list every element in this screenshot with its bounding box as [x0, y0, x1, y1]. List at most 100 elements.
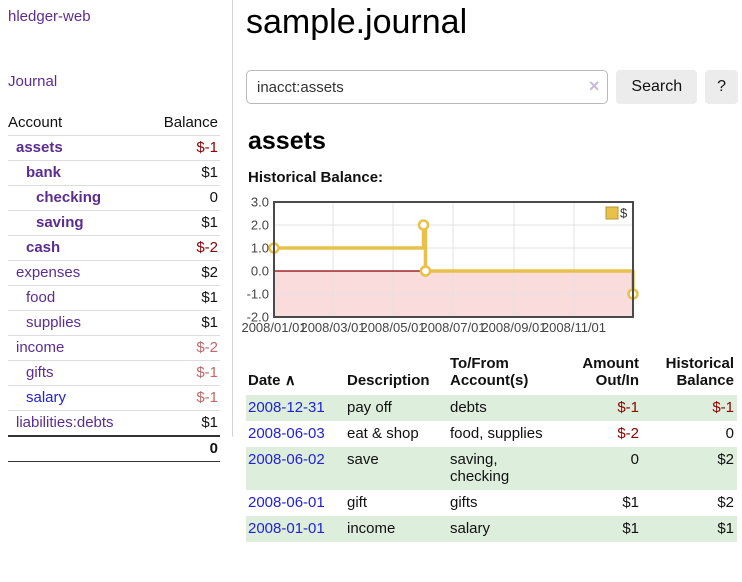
chart-y-tick-label: -2.0: [247, 310, 269, 325]
register-date-link[interactable]: 2008-01-01: [248, 520, 325, 537]
register-accounts: salary: [448, 516, 568, 542]
register-accounts: saving, checking: [448, 447, 568, 490]
register-header-date[interactable]: Date ∧: [248, 372, 296, 389]
chart-legend-label: $: [620, 206, 628, 221]
chart-y-tick-label: -1.0: [247, 287, 269, 302]
sidebar-account-link[interactable]: bank: [26, 164, 62, 181]
register-amount: 0: [568, 447, 642, 490]
register-date-link[interactable]: 2008-12-31: [248, 399, 325, 416]
chart-y-tick-label: 0.0: [251, 264, 269, 279]
chart-x-tick-label: 2008/11/01: [542, 320, 606, 335]
register-date-link[interactable]: 2008-06-01: [248, 494, 325, 511]
accounts-header-balance: Balance: [163, 114, 218, 131]
sidebar-account-balance: $1: [146, 160, 220, 186]
register-accounts: gifts: [450, 494, 478, 511]
search-help-button[interactable]: ?: [705, 70, 738, 104]
register-balance: $-1: [642, 395, 737, 421]
register-amount: $1: [622, 494, 639, 511]
sort-ascending-icon: ∧: [284, 372, 296, 389]
account-row: liabilities:debts $1: [8, 410, 220, 436]
sidebar-account-link[interactable]: food: [26, 289, 56, 306]
chart-y-tick-label: 3.0: [251, 195, 269, 210]
sidebar-account-link[interactable]: salary: [26, 389, 67, 406]
register-accounts: food, supplies: [450, 425, 543, 442]
sidebar-account-balance: $-1: [146, 385, 220, 411]
register-row: 2008-12-31 pay off debts $-1 $-1: [246, 395, 737, 421]
register-row: 2008-01-01 income salary $1 $1: [246, 516, 737, 542]
sidebar-account-link[interactable]: expenses: [16, 264, 81, 281]
register-table: Date ∧ Description To/From Account(s) Am…: [246, 353, 737, 542]
sidebar-account-link[interactable]: liabilities:debts: [16, 414, 114, 431]
sidebar-account-link[interactable]: cash: [26, 239, 61, 256]
chart-x-tick-label: 2008/07/01: [420, 320, 485, 335]
account-row: gifts $-1: [8, 360, 220, 386]
chart-title: Historical Balance:: [248, 169, 384, 186]
sidebar-account-balance: $1: [146, 210, 220, 236]
register-balance: $2: [642, 447, 737, 490]
sidebar-account-link[interactable]: assets: [16, 139, 63, 156]
register-balance: $1: [642, 516, 737, 542]
register-description: save: [345, 447, 448, 490]
sidebar: hledger-web Journal Account Balance asse…: [0, 0, 233, 462]
account-heading: assets: [248, 127, 326, 155]
chart-legend-swatch: [605, 206, 619, 220]
register-description: eat & shop: [347, 425, 419, 442]
account-row: income $-2: [8, 335, 220, 361]
chart-border: [273, 201, 634, 318]
main-content: sample.journal × Search ? assets Histori…: [241, 0, 738, 542]
chart-x-tick-label: 2008/03/01: [300, 320, 365, 335]
register-description: pay off: [345, 395, 448, 421]
register-amount: $-1: [568, 395, 642, 421]
chart-x-tick-label: 2008/01/01: [241, 320, 306, 335]
account-row: cash $-2: [8, 235, 220, 261]
clear-search-icon[interactable]: ×: [588, 76, 600, 96]
account-row: checking 0: [8, 185, 220, 211]
sidebar-account-balance: $2: [146, 260, 220, 286]
sidebar-account-balance: $1: [146, 310, 220, 336]
search-form: × Search ?: [246, 70, 738, 104]
chart-y-tick-label: 1.0: [251, 241, 269, 256]
app-title-link[interactable]: hledger-web: [8, 8, 91, 25]
sidebar-account-link[interactable]: supplies: [26, 314, 82, 331]
sidebar-account-balance: $1: [146, 410, 220, 436]
register-date-link[interactable]: 2008-06-03: [248, 425, 325, 442]
sidebar-account-link[interactable]: income: [16, 339, 65, 356]
search-button[interactable]: Search: [616, 70, 698, 104]
historical-balance-chart: $3.0 2.0 1.0 0.0 -1.0 -2.02008/01/012008/03/0…: [241, 195, 639, 335]
account-row: expenses $2: [8, 260, 220, 286]
account-row: saving $1: [8, 210, 220, 236]
register-header-amount: Amount Out/In: [582, 355, 639, 389]
register-header-balance: Historical Balance: [665, 355, 734, 389]
register-header-accounts: To/From Account(s): [450, 355, 529, 389]
chart-x-tick-label: 2008/09/01: [481, 320, 546, 335]
register-date-link[interactable]: 2008-06-02: [248, 451, 325, 468]
register-balance: $2: [717, 494, 734, 511]
register-amount: $-2: [617, 425, 639, 442]
register-row: 2008-06-01 gift gifts $1 $2: [246, 490, 737, 516]
search-input[interactable]: [246, 70, 609, 104]
account-row: salary $-1: [8, 385, 220, 411]
account-row: supplies $1: [8, 310, 220, 336]
sidebar-account-balance: $-2: [146, 335, 220, 361]
accounts-table: Account Balance assets $-1 bank $1 checking 0…: [8, 111, 220, 462]
account-row: food $1: [8, 285, 220, 311]
account-row: bank $1: [8, 160, 220, 186]
register-row: 2008-06-02 save saving, checking 0 $2: [246, 447, 737, 490]
sidebar-account-link[interactable]: saving: [36, 214, 84, 231]
sidebar-account-balance: $-1: [146, 135, 220, 161]
sidebar-account-link[interactable]: checking: [36, 189, 102, 206]
accounts-total-row: 0: [8, 435, 220, 462]
sidebar-item-journal[interactable]: Journal: [8, 73, 58, 90]
chart-data-point: [419, 265, 432, 277]
chart-x-tick-label: 2008/05/01: [360, 320, 425, 335]
register-header-description: Description: [347, 372, 430, 389]
register-accounts: debts: [448, 395, 568, 421]
sidebar-account-link[interactable]: gifts: [26, 364, 54, 381]
accounts-header-account: Account: [8, 114, 63, 131]
chart-data-point: [417, 219, 430, 231]
accounts-total-balance: 0: [146, 435, 220, 462]
sidebar-account-balance: 0: [146, 185, 220, 211]
page-title: sample.journal: [246, 3, 468, 41]
register-description: income: [345, 516, 448, 542]
sidebar-account-balance: $-1: [146, 360, 220, 386]
